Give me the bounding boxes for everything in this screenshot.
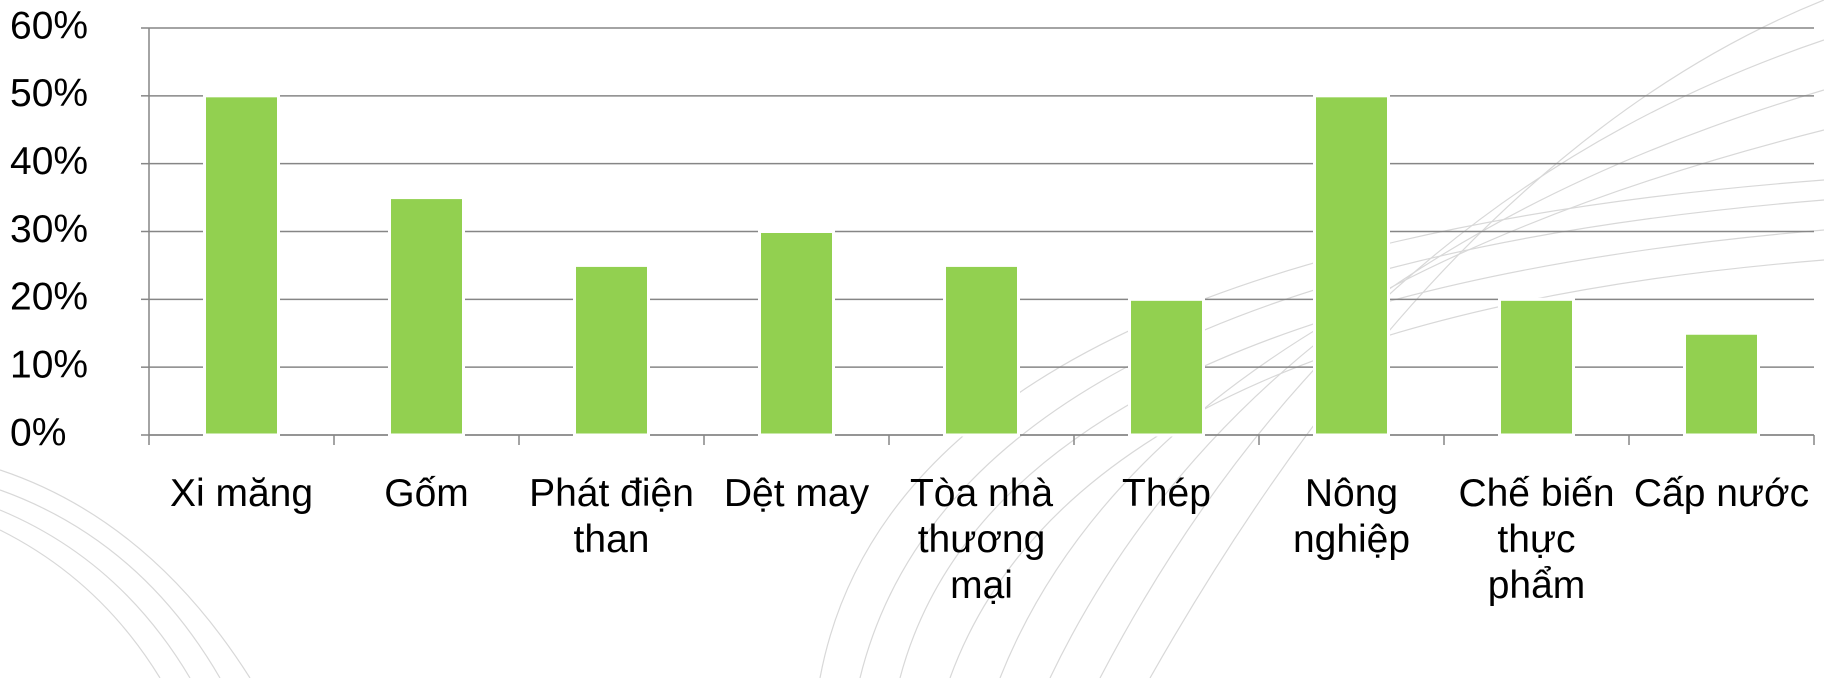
- x-tick-label: Dệt may: [723, 472, 870, 515]
- bar: [388, 196, 465, 437]
- x-tick-label: Phát điện than: [529, 472, 694, 561]
- bar: [1128, 297, 1205, 437]
- x-tick-label: Xi măng: [169, 472, 314, 515]
- bar: [203, 94, 280, 437]
- x-tick-label: Tòa nhà thương mại: [909, 472, 1054, 607]
- y-tick-label: 10%: [10, 343, 88, 386]
- y-tick-label: 30%: [10, 208, 88, 251]
- x-tick-label: Cấp nước: [1633, 472, 1810, 515]
- y-tick-label: 50%: [10, 72, 88, 115]
- y-tick-label: 40%: [10, 140, 88, 183]
- bar: [943, 263, 1020, 437]
- x-tick-label: Gốm: [384, 472, 469, 515]
- bar: [758, 230, 835, 437]
- x-tick-label: Thép: [1122, 472, 1211, 515]
- y-tick-label: 60%: [10, 4, 88, 47]
- bar: [1313, 94, 1390, 437]
- x-tick-label: Nông nghiệp: [1292, 472, 1411, 561]
- bar: [1683, 331, 1760, 437]
- y-tick-label: 20%: [10, 276, 88, 319]
- bar: [573, 263, 650, 437]
- x-tick-label: Chế biến thực phẩm: [1458, 472, 1615, 607]
- bar: [1498, 297, 1575, 437]
- y-tick-label: 0%: [10, 411, 66, 454]
